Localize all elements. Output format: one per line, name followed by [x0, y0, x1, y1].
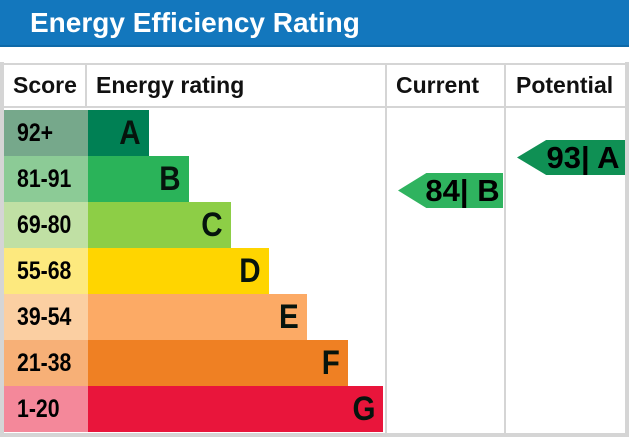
band-bar-g: G [88, 386, 383, 432]
score-column-header: Score [13, 72, 77, 98]
score-range-b: 81-91 [4, 156, 88, 202]
band-row-e: 39-54 E [4, 294, 625, 340]
band-row-d: 55-68 D [4, 248, 625, 294]
band-bar-b: B [88, 156, 189, 202]
score-range-d: 55-68 [4, 248, 88, 294]
score-range-a: 92+ [4, 110, 88, 156]
band-row-a: 92+ A [4, 110, 625, 156]
score-column-divider [85, 63, 87, 106]
score-range-f: 21-38 [4, 340, 88, 386]
band-row-f: 21-38 F [4, 340, 625, 386]
score-range-g: 1-20 [4, 386, 88, 432]
band-letter-a: A [119, 114, 141, 152]
band-row-b: 81-91 B [4, 156, 625, 202]
current-rating-label: 84| B [425, 172, 500, 208]
band-letter-f: F [321, 344, 340, 382]
score-range-c: 69-80 [4, 202, 88, 248]
score-range-e: 39-54 [4, 294, 88, 340]
chart-title: Energy Efficiency Rating [30, 6, 360, 38]
band-bar-e: E [88, 294, 307, 340]
band-letter-b: B [159, 160, 181, 198]
current-column-divider [385, 63, 387, 433]
chart-title-banner: Energy Efficiency Rating [0, 0, 629, 47]
potential-column-header: Potential [516, 72, 614, 98]
band-bar-c: C [88, 202, 231, 248]
band-letter-e: E [279, 298, 299, 336]
potential-column-divider [504, 63, 506, 433]
band-bar-f: F [88, 340, 348, 386]
energy-rating-column-header: Energy rating [96, 72, 245, 98]
band-row-c: 69-80 C [4, 202, 625, 248]
table-border-bottom [0, 433, 629, 437]
table-border-right [625, 62, 629, 437]
band-letter-g: G [351, 390, 375, 428]
band-bar-d: D [88, 248, 269, 294]
band-row-g: 1-20 G [4, 386, 625, 432]
band-rows: 92+ A 81-91 B 69-80 C 55-68 D 39-54 E 21… [4, 110, 625, 432]
band-letter-c: C [201, 206, 223, 244]
band-bar-a: A [88, 110, 149, 156]
band-letter-d: D [239, 252, 261, 290]
header-row-divider [0, 106, 629, 108]
table-border-left [0, 62, 4, 437]
potential-rating-label: 93| A [546, 139, 620, 175]
current-column-header: Current [396, 72, 480, 98]
table-border-top [0, 63, 629, 65]
